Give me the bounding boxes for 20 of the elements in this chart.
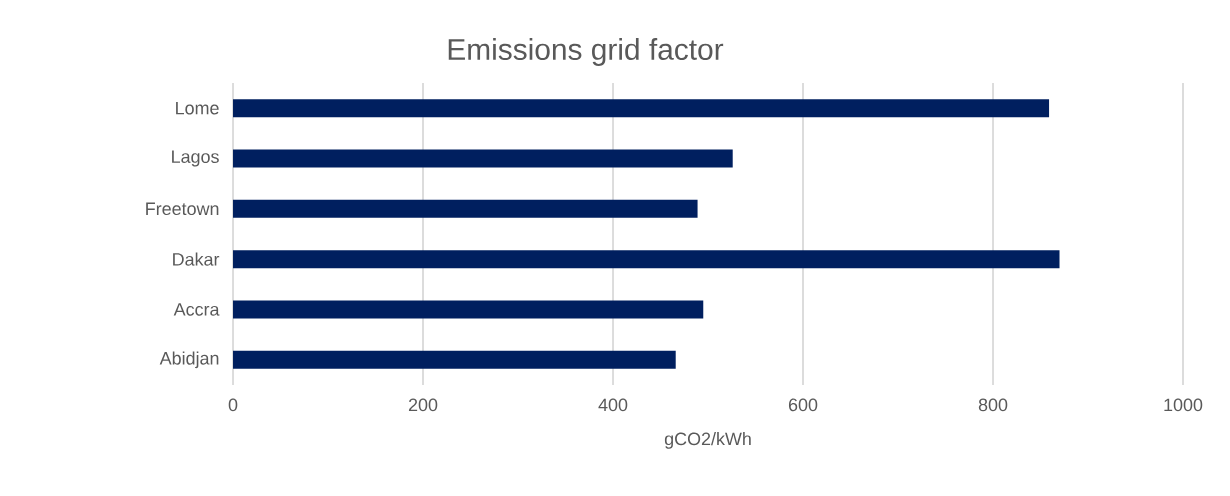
x-tick-label: 1000: [1164, 398, 1203, 412]
y-tick-label: Abidjan: [159, 351, 219, 369]
bar: [233, 99, 1050, 118]
x-tick-label: 800: [978, 398, 1008, 412]
x-tick-label: 600: [788, 398, 818, 412]
y-tick-label: Lagos: [172, 150, 219, 167]
bar: [233, 350, 676, 369]
y-tick-label: Lome: [176, 101, 219, 115]
x-tick-label: 0: [228, 398, 238, 412]
bar: [233, 199, 698, 218]
y-tick-label: Accra: [173, 303, 220, 316]
y-tick-label: Freetown: [146, 202, 219, 216]
x-tick-label: 200: [408, 398, 438, 412]
y-tick-label: Dakar: [173, 252, 220, 266]
x-axis-title: gCO2/kWh: [664, 432, 751, 449]
bar: [233, 250, 1060, 269]
bar: [233, 149, 733, 168]
chart-title: Emissions grid factor: [448, 38, 724, 66]
bar: [233, 300, 704, 319]
x-tick-label: 400: [598, 398, 628, 412]
